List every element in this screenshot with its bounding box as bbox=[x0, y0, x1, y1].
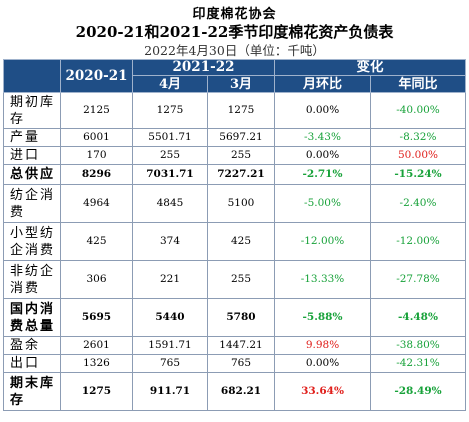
value-mom-change: 33.64% bbox=[274, 372, 371, 411]
row-label: 出口 bbox=[3, 354, 61, 373]
row-label: 期初库存 bbox=[3, 92, 61, 129]
value-march: 425 bbox=[207, 222, 275, 261]
row-label: 国内消费总量 bbox=[3, 298, 61, 337]
value-march: 7227.21 bbox=[207, 164, 275, 185]
value-april: 5501.71 bbox=[132, 128, 208, 147]
row-label: 小型纺企消费 bbox=[3, 222, 61, 261]
value-yoy-change: -2.40% bbox=[370, 184, 466, 223]
table-row: 总供应 8296 7031.71 7227.21 -2.71% -15.24% bbox=[3, 164, 466, 185]
value-yoy-change: -12.00% bbox=[370, 222, 466, 261]
value-march: 765 bbox=[207, 354, 275, 373]
value-april: 1591.71 bbox=[132, 336, 208, 355]
header-march: 3月 bbox=[207, 75, 275, 93]
value-march: 255 bbox=[207, 146, 275, 165]
table-row: 纺企消费 4964 4845 5100 -5.00% -2.40% bbox=[3, 184, 466, 223]
row-label: 期末库存 bbox=[3, 372, 61, 411]
value-yoy-change: -4.48% bbox=[370, 298, 466, 337]
value-2020-21: 6001 bbox=[60, 128, 133, 147]
value-mom-change: -5.00% bbox=[274, 184, 371, 223]
value-yoy-change: -8.32% bbox=[370, 128, 466, 147]
table-row: 产量 6001 5501.71 5697.21 -3.43% -8.32% bbox=[3, 128, 466, 147]
value-yoy-change: -38.80% bbox=[370, 336, 466, 355]
value-april: 255 bbox=[132, 146, 208, 165]
value-april: 374 bbox=[132, 222, 208, 261]
table-row: 期末库存 1275 911.71 682.21 33.64% -28.49% bbox=[3, 372, 466, 411]
value-2020-21: 425 bbox=[60, 222, 133, 261]
value-march: 682.21 bbox=[207, 372, 275, 411]
row-label: 总供应 bbox=[3, 164, 61, 185]
table-row: 出口 1326 765 765 0.00% -42.31% bbox=[3, 354, 466, 373]
value-march: 5697.21 bbox=[207, 128, 275, 147]
value-april: 5440 bbox=[132, 298, 208, 337]
value-march: 5780 bbox=[207, 298, 275, 337]
value-april: 911.71 bbox=[132, 372, 208, 411]
value-march: 5100 bbox=[207, 184, 275, 223]
value-march: 1275 bbox=[207, 92, 275, 129]
row-label: 纺企消费 bbox=[3, 184, 61, 223]
value-mom-change: 0.00% bbox=[274, 354, 371, 373]
table-row: 期初库存 2125 1275 1275 0.00% -40.00% bbox=[3, 92, 466, 129]
value-2020-21: 8296 bbox=[60, 164, 133, 185]
value-2020-21: 2601 bbox=[60, 336, 133, 355]
header-mom: 月环比 bbox=[274, 75, 371, 93]
value-yoy-change: 50.00% bbox=[370, 146, 466, 165]
value-2020-21: 4964 bbox=[60, 184, 133, 223]
table-row: 非纺企消费 306 221 255 -13.33% -27.78% bbox=[3, 260, 466, 299]
report-date-unit: 2022年4月30日（单位：千吨） bbox=[144, 43, 325, 58]
value-mom-change: 0.00% bbox=[274, 146, 371, 165]
table-row: 小型纺企消费 425 374 425 -12.00% -12.00% bbox=[3, 222, 466, 261]
value-2020-21: 2125 bbox=[60, 92, 133, 129]
row-label: 产量 bbox=[3, 128, 61, 147]
value-mom-change: -3.43% bbox=[274, 128, 371, 147]
value-2020-21: 306 bbox=[60, 260, 133, 299]
value-mom-change: -13.33% bbox=[274, 260, 371, 299]
header-april: 4月 bbox=[132, 75, 208, 93]
value-april: 4845 bbox=[132, 184, 208, 223]
table-row: 国内消费总量 5695 5440 5780 -5.88% -4.48% bbox=[3, 298, 466, 337]
value-april: 7031.71 bbox=[132, 164, 208, 185]
value-yoy-change: -42.31% bbox=[370, 354, 466, 373]
value-2020-21: 5695 bbox=[60, 298, 133, 337]
value-april: 221 bbox=[132, 260, 208, 299]
header-2021-22: 2021-22 bbox=[132, 59, 275, 76]
report-title: 2020-21和2021-22季节印度棉花资产负债表 bbox=[75, 23, 394, 41]
value-yoy-change: -28.49% bbox=[370, 372, 466, 411]
value-yoy-change: -40.00% bbox=[370, 92, 466, 129]
row-label: 非纺企消费 bbox=[3, 260, 61, 299]
row-label: 盈余 bbox=[3, 336, 61, 355]
balance-sheet-table: 2020-21 2021-22 变化 4月 3月 月环比 年同比 期初库存 212… bbox=[3, 59, 466, 411]
value-march: 255 bbox=[207, 260, 275, 299]
header-change: 变化 bbox=[274, 59, 466, 76]
value-mom-change: 9.98% bbox=[274, 336, 371, 355]
value-yoy-change: -15.24% bbox=[370, 164, 466, 185]
value-mom-change: -12.00% bbox=[274, 222, 371, 261]
header-2020-21: 2020-21 bbox=[60, 59, 133, 93]
table-row: 盈余 2601 1591.71 1447.21 9.98% -38.80% bbox=[3, 336, 466, 355]
row-label: 进口 bbox=[3, 146, 61, 165]
value-mom-change: 0.00% bbox=[274, 92, 371, 129]
header-blank bbox=[3, 59, 61, 93]
report-org-title: 印度棉花协会 bbox=[192, 7, 277, 22]
value-march: 1447.21 bbox=[207, 336, 275, 355]
value-mom-change: -5.88% bbox=[274, 298, 371, 337]
value-yoy-change: -27.78% bbox=[370, 260, 466, 299]
value-2020-21: 1326 bbox=[60, 354, 133, 373]
header-yoy: 年同比 bbox=[370, 75, 466, 93]
value-2020-21: 1275 bbox=[60, 372, 133, 411]
value-april: 1275 bbox=[132, 92, 208, 129]
table-row: 进口 170 255 255 0.00% 50.00% bbox=[3, 146, 466, 165]
value-mom-change: -2.71% bbox=[274, 164, 371, 185]
value-2020-21: 170 bbox=[60, 146, 133, 165]
value-april: 765 bbox=[132, 354, 208, 373]
